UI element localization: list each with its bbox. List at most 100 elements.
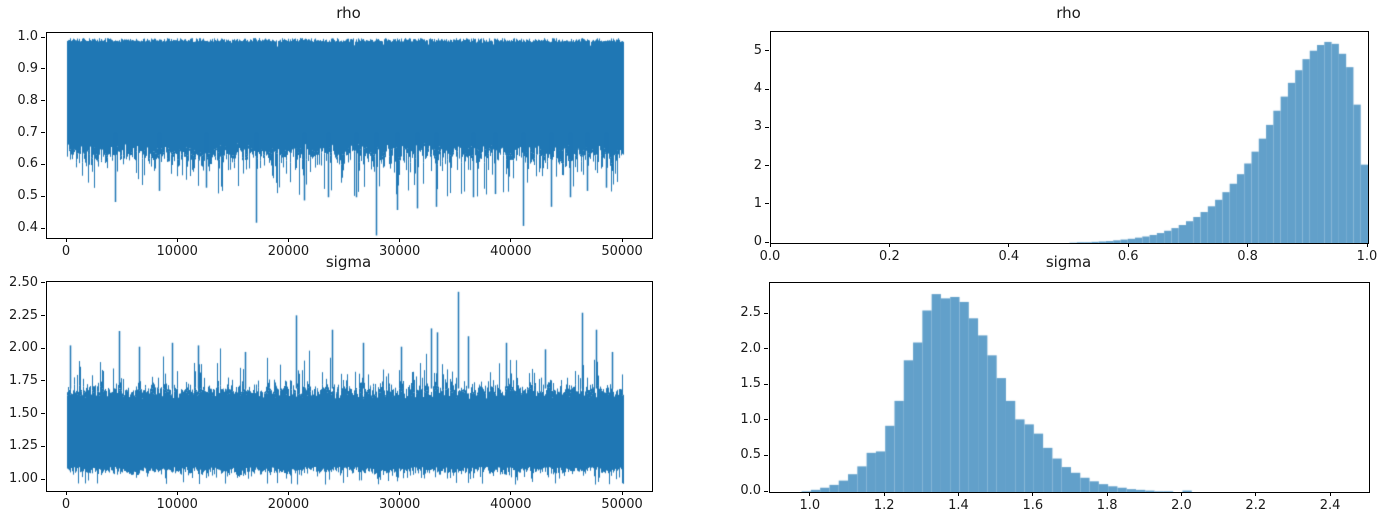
y-tick-label: 2 <box>753 157 762 173</box>
y-tick-mark <box>41 315 45 317</box>
y-tick-label: 1.50 <box>9 405 38 421</box>
y-tick-label: 2.5 <box>740 305 761 321</box>
x-tick-mark <box>176 491 178 495</box>
y-tick-mark <box>765 165 769 167</box>
x-tick-label: 0.6 <box>1117 249 1139 264</box>
y-tick-mark <box>765 126 769 128</box>
y-tick-label: 2.0 <box>740 340 761 356</box>
x-tick-label: 30000 <box>378 244 421 259</box>
x-tick-mark <box>1032 492 1034 496</box>
x-tick-label: 40000 <box>490 497 532 512</box>
x-tick-mark <box>1127 243 1129 247</box>
x-tick-label: 0 <box>61 244 71 259</box>
y-tick-label: 1.0 <box>740 411 761 427</box>
x-tick-label: 1.6 <box>1022 498 1044 513</box>
x-tick-mark <box>1255 492 1257 496</box>
x-tick-mark <box>1106 492 1108 496</box>
y-tick-mark <box>764 312 768 314</box>
y-tick-label: 0.8 <box>17 92 38 108</box>
x-tick-label: 30000 <box>378 497 421 512</box>
plot-frame-sigma-trace <box>46 281 653 492</box>
plot-title-sigma-hist: sigma <box>1045 253 1092 271</box>
y-tick-label: 0.6 <box>17 156 38 172</box>
x-tick-mark <box>1247 243 1249 247</box>
x-tick-mark <box>1329 492 1331 496</box>
x-tick-mark <box>510 491 512 495</box>
x-tick-label: 50000 <box>601 497 643 512</box>
x-tick-label: 20000 <box>267 497 310 512</box>
x-tick-label: 1.0 <box>799 498 821 513</box>
y-tick-mark <box>764 383 768 385</box>
x-tick-mark <box>958 492 959 496</box>
x-tick-mark <box>65 491 67 495</box>
x-tick-mark <box>1008 243 1010 247</box>
x-tick-mark <box>621 491 623 495</box>
x-tick-label: 2.0 <box>1171 498 1192 513</box>
y-tick-mark <box>765 203 769 205</box>
y-tick-mark <box>41 100 45 102</box>
y-tick-mark <box>41 68 45 70</box>
y-tick-mark <box>41 227 45 229</box>
plot-title-rho-hist: rho <box>1056 4 1081 22</box>
y-tick-label: 3 <box>753 119 762 135</box>
plot-frame-sigma-hist <box>769 282 1370 493</box>
x-tick-label: 0.8 <box>1237 249 1258 264</box>
x-tick-label: 40000 <box>490 244 532 259</box>
x-tick-mark <box>621 238 623 242</box>
y-tick-mark <box>41 132 45 134</box>
x-tick-mark <box>1180 492 1182 496</box>
plot-frame-rho-hist <box>770 31 1369 244</box>
y-tick-mark <box>41 478 45 480</box>
y-tick-label: 1.75 <box>9 372 38 388</box>
y-tick-label: 1.00 <box>9 471 38 487</box>
x-tick-mark <box>883 492 885 496</box>
x-tick-label: 0.4 <box>998 249 1020 264</box>
rho-hist-canvas <box>771 32 1368 243</box>
y-tick-mark <box>41 347 45 349</box>
plot-frame-rho-trace <box>46 32 653 239</box>
x-tick-mark <box>399 491 401 495</box>
y-tick-label: 0 <box>753 234 762 249</box>
plot-title-sigma-trace: sigma <box>325 253 372 271</box>
sigma-trace-canvas <box>47 282 652 491</box>
x-tick-mark <box>888 243 890 247</box>
y-tick-label: 2.25 <box>9 307 38 323</box>
x-tick-mark <box>1366 243 1368 247</box>
y-tick-label: 1.5 <box>740 376 761 392</box>
y-tick-mark <box>765 241 769 243</box>
x-tick-mark <box>176 238 178 242</box>
y-tick-mark <box>765 88 769 90</box>
x-tick-label: 1.0 <box>1356 249 1378 264</box>
y-tick-label: 0.7 <box>17 124 38 140</box>
y-tick-mark <box>764 490 768 492</box>
y-tick-label: 2.00 <box>9 340 38 356</box>
y-tick-label: 0.5 <box>17 188 38 204</box>
x-tick-mark <box>287 238 289 242</box>
y-tick-label: 1 <box>753 195 762 211</box>
y-tick-mark <box>764 454 768 456</box>
y-tick-mark <box>41 36 45 38</box>
y-tick-mark <box>41 163 45 165</box>
x-tick-label: 2.2 <box>1245 498 1267 513</box>
y-tick-mark <box>41 380 45 382</box>
x-tick-mark <box>287 491 289 495</box>
y-tick-label: 1.0 <box>17 29 38 45</box>
y-tick-label: 0.5 <box>740 447 761 463</box>
y-tick-mark <box>41 413 45 415</box>
x-tick-mark <box>809 492 811 496</box>
x-tick-mark <box>399 238 401 242</box>
x-tick-label: 2.4 <box>1319 498 1341 513</box>
y-tick-mark <box>41 282 45 284</box>
plot-title-rho-trace: rho <box>336 4 361 22</box>
x-tick-label: 1.8 <box>1096 498 1118 513</box>
y-tick-label: 0.4 <box>17 220 38 236</box>
x-tick-label: 1.4 <box>948 498 969 513</box>
x-tick-label: 0.2 <box>879 249 900 264</box>
x-tick-mark <box>510 238 512 242</box>
x-tick-mark <box>65 238 67 242</box>
y-tick-label: 4 <box>753 81 762 97</box>
x-tick-label: 0 <box>61 497 71 512</box>
y-tick-label: 1.25 <box>9 438 38 454</box>
y-tick-mark <box>41 445 45 447</box>
